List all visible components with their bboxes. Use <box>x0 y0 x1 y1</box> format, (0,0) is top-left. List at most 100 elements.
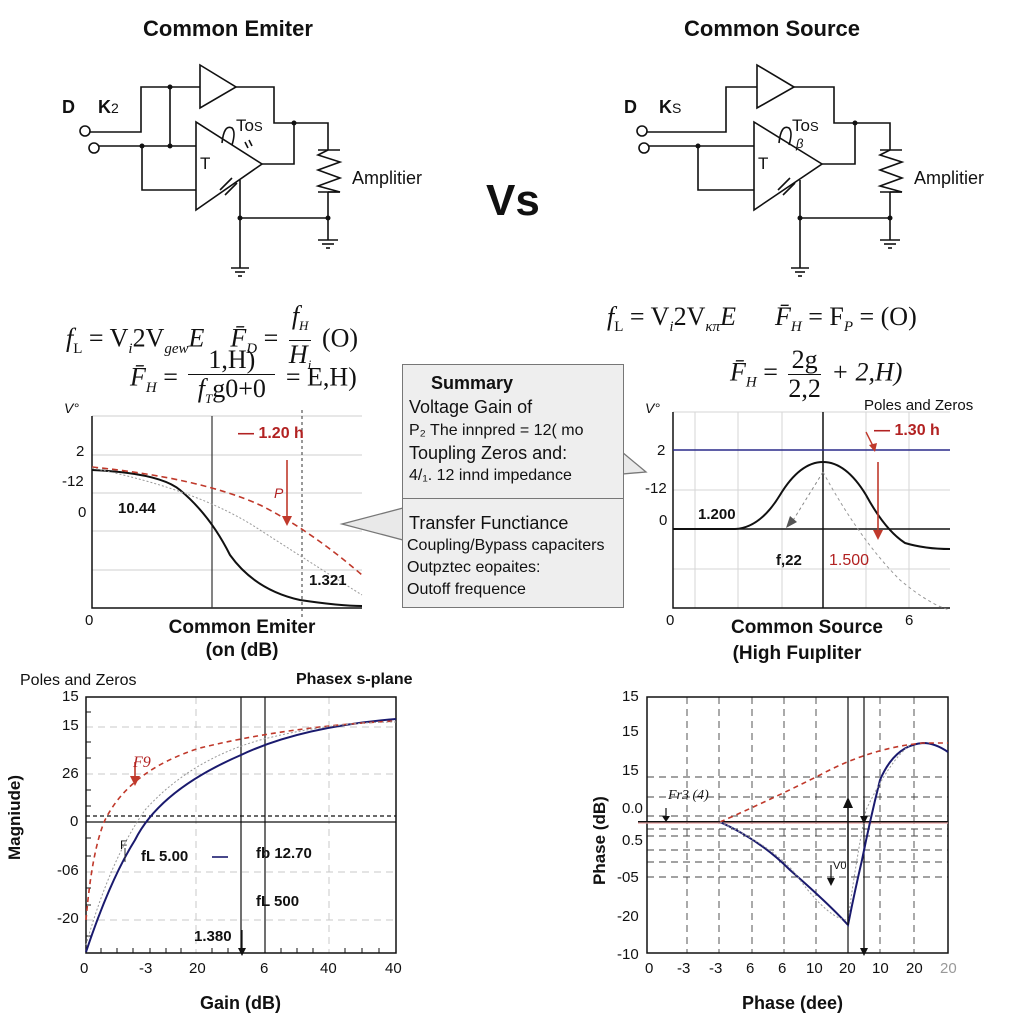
annotation-f: Fr3 (4) <box>668 788 709 803</box>
summary-line: 4/₁. 12 innd impedance <box>409 467 572 484</box>
y-tick: 15 <box>62 717 79 734</box>
terminal-label-d: D <box>624 97 637 117</box>
annotation-value: 10.44 <box>118 500 156 517</box>
x-tick: 6 <box>746 960 755 977</box>
chart-title: Common Source <box>730 617 884 638</box>
annotation-value: fL 500 <box>256 893 300 910</box>
annotation-value: fL 5.00 <box>141 848 189 865</box>
x-tick: 0 <box>85 612 94 629</box>
load-label: Amplitier <box>352 168 423 188</box>
y-tick: -06 <box>57 862 79 879</box>
annotation-value: fb 12.70 <box>256 845 312 862</box>
summary-line: P₂ The innpred = 12( mo <box>409 422 584 439</box>
annotation-red-value: 1.500 <box>829 552 870 569</box>
y-tick: 15 <box>622 688 639 705</box>
t-label: T <box>758 154 769 173</box>
x-tick: 10 <box>806 960 823 977</box>
right-schematic <box>636 63 905 277</box>
transistor-triangle-icon <box>753 120 824 212</box>
y-tick: -10 <box>617 946 639 963</box>
x-axis-label: Phase (dee) <box>742 993 844 1013</box>
y-tick: 0.0 <box>622 800 643 817</box>
y-tick: -12 <box>645 480 667 497</box>
y-tick: 2 <box>657 442 666 459</box>
summary-title: Summary <box>431 373 514 393</box>
annotation-value: 1.321 <box>309 572 347 589</box>
right-equation-1: fL = Vi2VκπE F̄H = FP = (O) <box>607 302 917 336</box>
y-tick: -20 <box>617 908 639 925</box>
annotation-value: 1.200 <box>698 506 736 523</box>
x-tick: -3 <box>139 960 153 977</box>
chart-subtitle: (on (dB) <box>205 640 279 661</box>
input-terminal-2 <box>638 142 650 154</box>
y-tick: 26 <box>62 765 79 782</box>
vs-label: Vs <box>486 176 540 225</box>
ground-icon <box>880 239 900 249</box>
buffer-amp-icon <box>756 63 796 110</box>
left-equation-1: fL = Vi2VgewE F̄D = fH Hi (O) <box>66 301 359 373</box>
annotation-f: F <box>120 838 128 852</box>
terminal-label-d: D <box>62 97 75 117</box>
annotation-v: V0 <box>833 860 847 872</box>
transfer-line: Coupling/Bypass capaciters <box>407 537 605 554</box>
transfer-line: Outpztec eopaites: <box>407 559 541 576</box>
t-label: T <box>200 154 211 173</box>
y-tick: -20 <box>57 910 79 927</box>
input-terminal-2 <box>88 142 100 154</box>
chart-title: Phasex s-plane <box>296 671 413 688</box>
legend-text: Poles and Zeros <box>864 397 974 414</box>
annotation-value: 1.380 <box>194 928 232 945</box>
y-tick: 0.5 <box>622 832 643 849</box>
legend-text: Poles and Zeros <box>20 672 137 689</box>
summary-line: Toupling Zeros and: <box>409 443 568 463</box>
x-tick: 0 <box>666 612 675 629</box>
left-title: Common Emiter <box>143 16 313 41</box>
input-terminal-1 <box>636 125 648 137</box>
x-tick: 20 <box>839 960 856 977</box>
terminal-label-k: K2 <box>98 97 119 117</box>
x-tick: 20 <box>940 960 957 977</box>
transfer-line: Outoff frequence <box>407 581 526 598</box>
input-terminal-1 <box>79 125 91 137</box>
x-tick: 40 <box>320 960 337 977</box>
x-tick: 20 <box>906 960 923 977</box>
y-tick: 15 <box>62 688 79 705</box>
load-label: Amplitier <box>914 168 985 188</box>
x-tick: 20 <box>189 960 206 977</box>
terminal-label-k: KS <box>659 97 682 117</box>
x-tick: -3 <box>709 960 723 977</box>
ground-icon <box>318 239 338 249</box>
y-tick: -05 <box>617 869 639 886</box>
annotation-value: f,22 <box>776 552 802 569</box>
x-tick: 6 <box>778 960 787 977</box>
y-tick: 2 <box>76 443 85 460</box>
beta-label: β <box>796 136 804 151</box>
transfer-function-box: Transfer Functiance Coupling/Bypass capa… <box>402 498 624 608</box>
x-tick: 0 <box>80 960 89 977</box>
transistor-label: ToS <box>792 116 819 135</box>
y-tick: 0 <box>70 813 79 830</box>
y-tick: 0 <box>659 512 668 529</box>
x-tick: 40 <box>385 960 402 977</box>
y-axis-label: V° <box>645 400 660 416</box>
y-tick: -12 <box>62 473 84 490</box>
y-axis-label: V° <box>64 400 79 416</box>
chart-subtitle: (High Fuıpliter <box>732 643 862 664</box>
transfer-title: Transfer Functiance <box>409 513 569 533</box>
x-tick: 6 <box>905 612 914 629</box>
chart-title: Common Emiter <box>168 617 316 638</box>
x-tick: 0 <box>645 960 654 977</box>
annotation-red: — 1.20 h <box>238 425 304 442</box>
y-tick: 15 <box>622 723 639 740</box>
x-axis-label: Gain (dB) <box>200 993 281 1013</box>
x-tick: 6 <box>260 960 269 977</box>
summary-line: Voltage Gain of <box>409 397 533 417</box>
ground-icon <box>791 267 809 277</box>
annotation-f9: F9 <box>133 754 151 771</box>
right-equation-2: F̄H = 2g 2,2 + 2,H) <box>730 345 903 403</box>
